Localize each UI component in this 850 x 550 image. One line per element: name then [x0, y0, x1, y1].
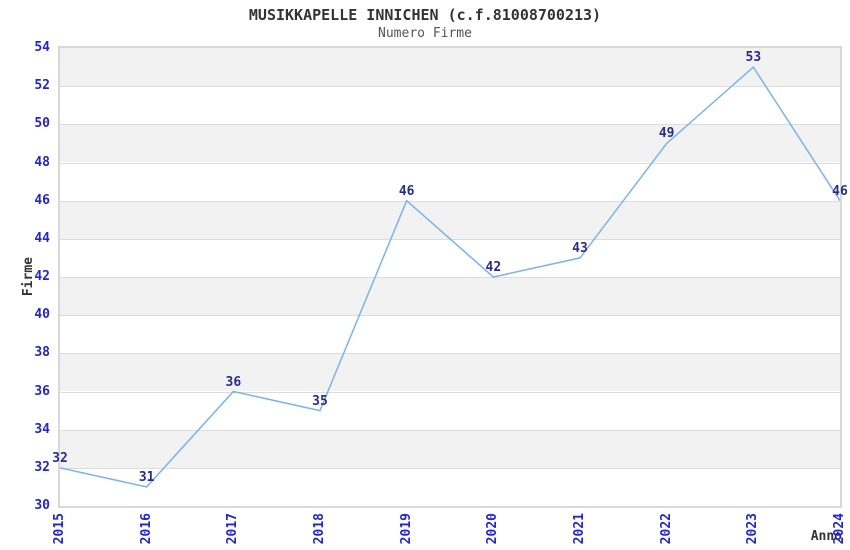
- grid-band: [60, 467, 840, 506]
- value-label: 53: [745, 50, 762, 66]
- grid-band: [60, 238, 840, 277]
- y-tick-label: 32: [34, 460, 50, 476]
- gridline: [60, 467, 840, 469]
- gridline: [60, 353, 840, 355]
- chart-subtitle: Numero Firme: [378, 26, 472, 41]
- chart-title: MUSIKKAPELLE INNICHEN (c.f.81008700213): [248, 6, 602, 24]
- y-tick-label: 50: [34, 116, 50, 132]
- value-label: 43: [572, 240, 588, 256]
- y-tick-label: 42: [34, 269, 50, 285]
- x-tick-label: 2023: [745, 513, 761, 545]
- value-label: 32: [52, 450, 68, 466]
- grid-band: [60, 48, 840, 87]
- value-label: 31: [138, 469, 155, 485]
- gridline: [60, 86, 840, 88]
- y-tick-label: 46: [34, 192, 50, 208]
- x-tick-label: 2024: [832, 513, 847, 545]
- grid-band: [60, 429, 840, 468]
- gridline: [60, 391, 840, 393]
- value-label: 49: [658, 126, 675, 142]
- gridline: [60, 124, 840, 126]
- y-tick-label: 36: [34, 383, 50, 399]
- y-tick-label: 38: [34, 345, 50, 361]
- x-axis-label: Anno: [810, 529, 842, 544]
- value-label: 36: [225, 374, 242, 390]
- grid-band: [60, 391, 840, 430]
- x-tick-label: 2020: [485, 513, 501, 545]
- x-tick-label: 2017: [225, 513, 241, 545]
- value-label: 42: [485, 260, 502, 275]
- gridline: [60, 277, 840, 278]
- x-tick-label: 2018: [312, 513, 327, 545]
- plot-area: [58, 46, 842, 508]
- gridline: [60, 315, 840, 317]
- y-tick-label: 44: [34, 231, 50, 247]
- value-label: 46: [832, 183, 848, 199]
- value-label: 35: [312, 393, 328, 409]
- grid-band: [60, 277, 840, 316]
- y-tick-label: 54: [34, 40, 50, 56]
- x-tick-label: 2021: [572, 513, 587, 545]
- y-tick-label: 52: [34, 78, 50, 94]
- series-line: [60, 65, 840, 488]
- y-tick-label: 48: [34, 154, 50, 170]
- series-line-svg: [60, 65, 840, 488]
- x-tick-label: 2022: [658, 513, 674, 545]
- x-tick-label: 2016: [138, 513, 154, 545]
- y-tick-label: 30: [34, 498, 50, 514]
- grid-band: [60, 124, 840, 163]
- grid-band: [60, 200, 840, 239]
- value-label: 46: [398, 183, 415, 199]
- grid-band: [60, 315, 840, 354]
- x-tick-label: 2019: [398, 513, 414, 545]
- x-tick-label: 2015: [52, 513, 67, 545]
- grid-band: [60, 353, 840, 392]
- gridline: [60, 200, 840, 202]
- grid-band: [60, 162, 840, 201]
- y-tick-label: 34: [34, 421, 50, 437]
- y-tick-label: 40: [34, 307, 50, 323]
- gridline: [60, 429, 840, 431]
- gridline: [60, 162, 840, 164]
